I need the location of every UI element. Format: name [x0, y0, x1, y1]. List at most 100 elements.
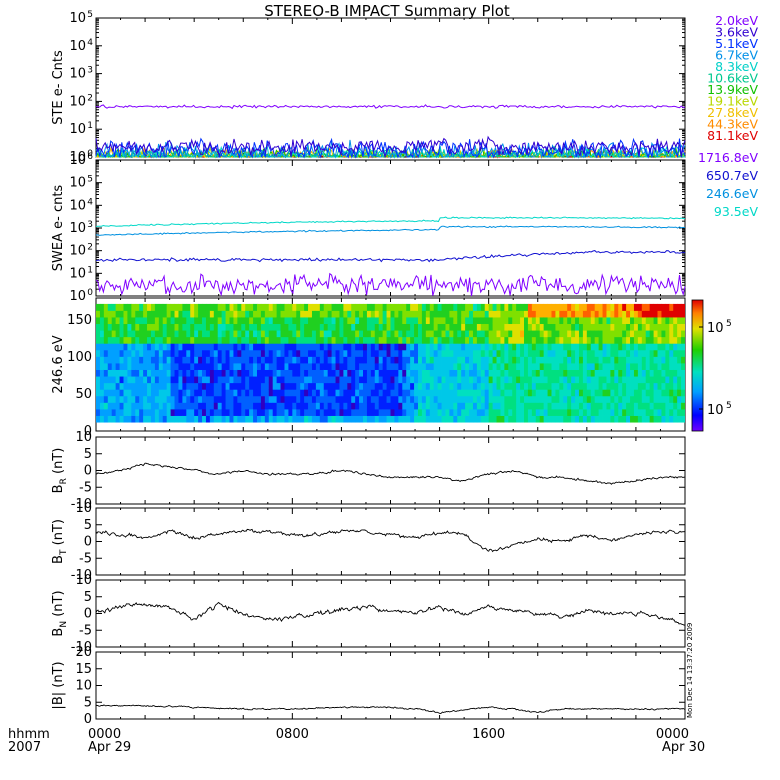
heatmap-cell [221, 409, 226, 416]
heatmap-cell [465, 343, 470, 351]
heatmap-cell [292, 395, 297, 403]
heatmap-cell [390, 395, 395, 403]
heatmap-cell [425, 336, 431, 344]
heatmap-cell [547, 317, 552, 325]
heatmap-cell [284, 395, 289, 403]
heatmap-cell [406, 363, 411, 370]
series-line-2.0keV [95, 104, 686, 110]
heatmap-cell [158, 356, 164, 364]
heatmap-cell [394, 303, 399, 311]
heatmap-cell [465, 382, 470, 390]
heatmap-cell [331, 402, 336, 410]
heatmap-cell [366, 330, 372, 338]
heatmap-cell [366, 415, 372, 423]
heatmap-cell [390, 330, 395, 338]
heatmap-cell [327, 330, 332, 338]
heatmap-cell [425, 382, 431, 390]
heatmap-cell [370, 330, 376, 338]
heatmap-cell [249, 330, 254, 338]
heatmap-cell [323, 330, 329, 338]
heatmap-cell [492, 330, 497, 338]
heatmap-cell [154, 402, 160, 410]
heatmap-cell [677, 323, 682, 331]
heatmap-cell [480, 389, 486, 397]
heatmap-cell [343, 409, 348, 416]
heatmap-cell [571, 376, 576, 384]
heatmap-cell [590, 382, 596, 390]
heatmap-cell [233, 323, 238, 331]
heatmap-cell [614, 395, 619, 403]
heatmap-cell [131, 317, 136, 325]
heatmap-cell [288, 369, 293, 377]
heatmap-cell [649, 389, 654, 397]
heatmap-cell [198, 310, 203, 318]
heatmap-cell [602, 376, 607, 384]
heatmap-cell [633, 349, 639, 357]
heatmap-cell [174, 356, 179, 364]
heatmap-cell [308, 376, 313, 384]
heatmap-cell [241, 363, 246, 370]
heatmap-cell [304, 343, 309, 351]
heatmap-cell [641, 349, 647, 357]
heatmap-cell [374, 369, 380, 377]
heatmap-cell [586, 310, 592, 318]
heatmap-cell [633, 336, 639, 344]
heatmap-cell [472, 343, 478, 351]
heatmap-cell [488, 356, 493, 364]
heatmap-cell [359, 402, 364, 410]
heatmap-cell [355, 369, 360, 377]
heatmap-cell [355, 303, 360, 311]
heatmap-cell [119, 382, 124, 390]
heatmap-cell [147, 395, 152, 403]
heatmap-cell [630, 369, 635, 377]
heatmap-cell [221, 317, 226, 325]
heatmap-cell [166, 330, 172, 338]
heatmap-cell [233, 336, 238, 344]
heatmap-cell [677, 363, 682, 370]
heatmap-cell [150, 349, 156, 357]
heatmap-cell [614, 415, 619, 423]
heatmap-cell [641, 323, 647, 331]
heatmap-cell [170, 310, 175, 318]
heatmap-cell [598, 409, 603, 416]
heatmap-cell [657, 415, 662, 423]
heatmap-cell [386, 376, 391, 384]
heatmap-cell [414, 330, 419, 338]
heatmap-cell [158, 382, 164, 390]
heatmap-cell [665, 343, 670, 351]
heatmap-cell [343, 402, 348, 410]
heatmap-cell [508, 369, 513, 377]
heatmap-cell [633, 382, 639, 390]
heatmap-cell [461, 349, 466, 357]
heatmap-cell [209, 323, 215, 331]
heatmap-cell [492, 336, 497, 344]
heatmap-cell [202, 415, 207, 423]
heatmap-cell [602, 343, 607, 351]
y-axis-title: BT (nT) [51, 519, 69, 564]
legend-entry-650.7eV: 650.7eV [706, 168, 758, 183]
heatmap-cell [143, 415, 148, 423]
heatmap-cell [677, 336, 682, 344]
heatmap-cell [543, 389, 548, 397]
heatmap-cell [622, 402, 627, 410]
heatmap-cell [453, 376, 458, 384]
heatmap-cell [253, 317, 258, 325]
heatmap-cell [127, 303, 132, 311]
heatmap-cell [551, 330, 556, 338]
heatmap-cell [606, 389, 611, 397]
heatmap-cell [641, 402, 647, 410]
heatmap-cell [555, 409, 560, 416]
heatmap-cell [567, 356, 572, 364]
heatmap-cell [217, 363, 223, 370]
heatmap-cell [504, 395, 509, 403]
heatmap-cell [366, 356, 372, 364]
heatmap-cell [135, 409, 140, 416]
heatmap-cell [335, 409, 340, 416]
heatmap-cell [661, 349, 666, 357]
heatmap-cell [465, 303, 470, 311]
heatmap-cell [386, 363, 391, 370]
heatmap-cell [606, 343, 611, 351]
heatmap-cell [453, 356, 458, 364]
heatmap-cell [335, 382, 340, 390]
heatmap-cell [425, 363, 431, 370]
